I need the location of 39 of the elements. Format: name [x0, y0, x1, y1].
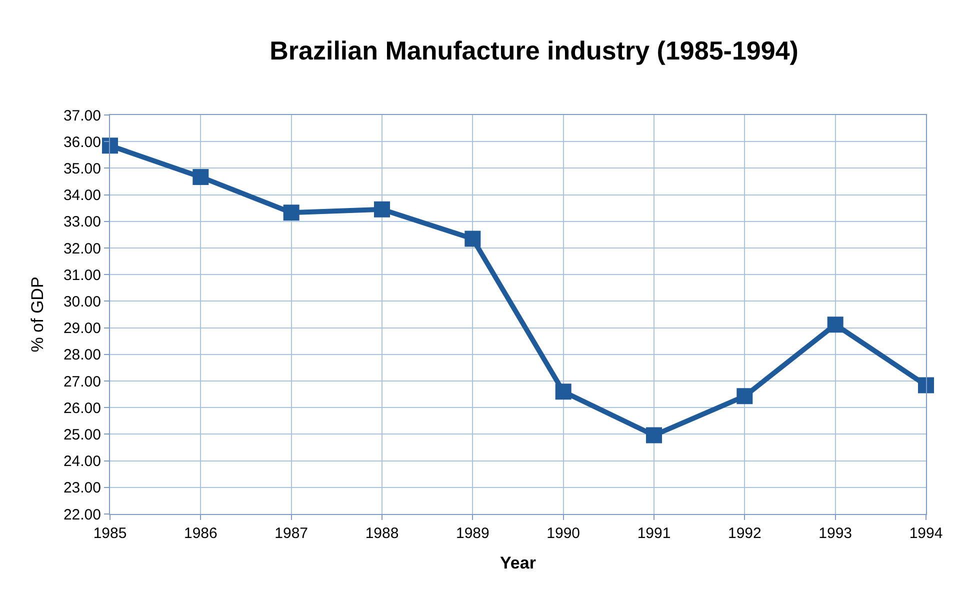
x-tick-label: 1991 — [637, 525, 671, 542]
point — [646, 427, 662, 444]
x-tick-label: 1989 — [456, 525, 490, 542]
y-tick-label: 25.00 — [63, 426, 101, 444]
point — [102, 138, 118, 154]
y-tick-label: 32.00 — [63, 240, 101, 258]
y-tick-label: 34.00 — [63, 187, 101, 204]
point — [555, 384, 572, 400]
point — [283, 204, 300, 221]
y-tick-label: 29.00 — [63, 320, 101, 338]
y-tick-label: 24.00 — [63, 453, 101, 470]
point — [918, 377, 934, 394]
point — [736, 388, 753, 404]
x-tick-label: 1986 — [184, 525, 218, 542]
x-tick-label: 1992 — [728, 525, 762, 542]
y-tick-label: 27.00 — [63, 373, 101, 390]
x-tick-label: 1987 — [274, 525, 308, 542]
chart-title: Brazilian Manufacture industry (1985-1994) — [270, 35, 798, 66]
point — [464, 230, 481, 247]
y-tick-label: 30.00 — [63, 293, 101, 310]
x-axis-title: Year — [500, 553, 536, 572]
y-axis-title: % of GDP — [28, 276, 48, 352]
point — [827, 316, 844, 333]
y-tick-label: 31.00 — [63, 266, 101, 284]
x-tick-label: 1988 — [365, 525, 399, 542]
y-tick-label: 23.00 — [63, 480, 101, 497]
y-tick-label: 28.00 — [63, 346, 101, 364]
y-tick-label: 22.00 — [63, 506, 101, 524]
x-tick-label: 1985 — [93, 525, 127, 542]
y-tick-label: 37.00 — [63, 107, 101, 124]
point — [374, 201, 390, 218]
y-tick-label: 26.00 — [63, 400, 101, 417]
y-tick-label: 35.00 — [63, 160, 101, 178]
x-tick-label: 1994 — [909, 525, 943, 542]
y-tick-label: 33.00 — [63, 214, 101, 231]
y-tick-label: 36.00 — [63, 134, 101, 151]
x-tick-label: 1993 — [818, 525, 852, 542]
x-tick-label: 1990 — [546, 525, 580, 542]
point — [192, 168, 209, 185]
